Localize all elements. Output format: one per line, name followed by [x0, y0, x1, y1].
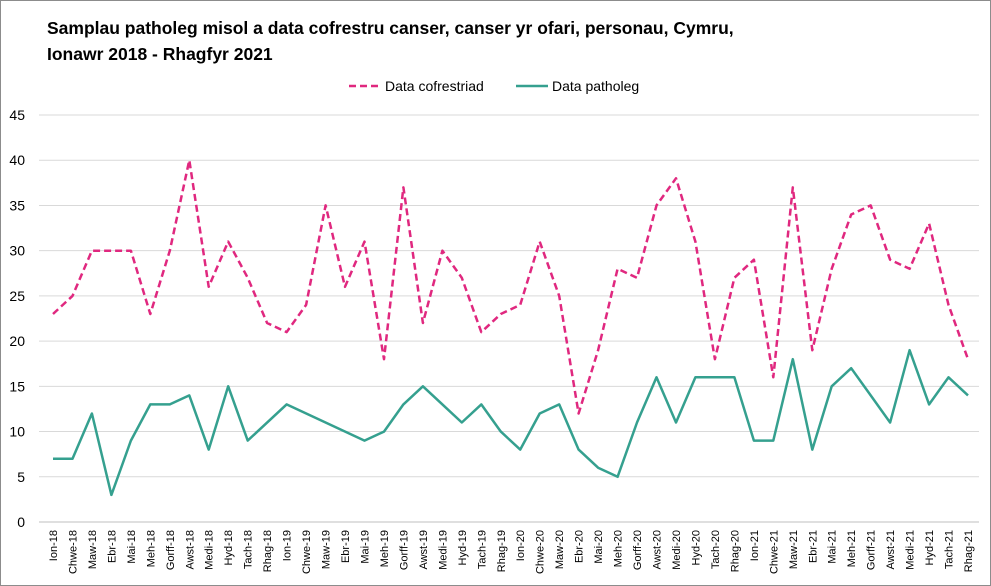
y-tick-label: 0: [17, 514, 25, 530]
x-tick-label: Hyd-21: [924, 530, 936, 565]
x-tick-label: Ion-21: [749, 530, 761, 561]
x-tick-label: Medi-20: [671, 530, 683, 570]
y-tick-label: 25: [9, 288, 25, 304]
series-line-data-patholeg: [53, 348, 969, 497]
x-tick-label: Chwe-20: [535, 530, 547, 574]
x-tick-label: Mai-18: [126, 530, 138, 564]
chart-title-line-2: Ionawr 2018 - Rhagfyr 2021: [47, 44, 273, 64]
series-line-data-cofrestriad: [52, 158, 970, 415]
x-tick-label: Rhag-18: [262, 530, 274, 572]
x-tick-label: Tach-18: [243, 530, 255, 569]
x-tick-label: Rhag-19: [496, 530, 508, 572]
x-tick-label: Awst-18: [184, 530, 196, 570]
x-tick-label: Meh-21: [846, 530, 858, 567]
y-tick-label: 5: [17, 469, 25, 485]
x-tick-label: Tach-19: [476, 530, 488, 569]
x-tick-label: Meh-19: [379, 530, 391, 567]
x-tick-label: Ion-19: [282, 530, 294, 561]
x-tick-label: Rhag-20: [729, 530, 741, 572]
y-tick-label: 30: [9, 243, 25, 259]
x-tick-label: Gorff-19: [398, 530, 410, 570]
x-tick-label: Ion-18: [48, 530, 60, 561]
x-tick-label: Maw-18: [87, 530, 99, 569]
x-tick-label: Hyd-18: [223, 530, 235, 565]
x-tick-label: Hyd-20: [690, 530, 702, 565]
x-tick-label: Awst-19: [418, 530, 430, 570]
x-tick-label: Mai-21: [827, 530, 839, 564]
x-tick-label: Rhag-21: [963, 530, 975, 572]
x-tick-label: Ebr-18: [106, 530, 118, 563]
x-tick-label: Ion-20: [515, 530, 527, 561]
x-tick-label: Gorff-20: [632, 530, 644, 570]
x-tick-label: Mai-19: [359, 530, 371, 564]
x-tick-label: Tach-21: [944, 530, 956, 569]
y-tick-label: 35: [9, 197, 25, 213]
chart-title: Samplau patholeg misol a data cofrestru …: [47, 15, 947, 67]
x-tick-label: Meh-20: [613, 530, 625, 567]
x-tick-label: Tach-20: [710, 530, 722, 569]
x-tick-label: Awst-20: [652, 530, 664, 570]
x-tick-label: Medi-19: [437, 530, 449, 570]
chart-title-line-1: Samplau patholeg misol a data cofrestru …: [47, 18, 734, 38]
x-tick-label: Maw-21: [788, 530, 800, 569]
y-tick-label: 15: [9, 378, 25, 394]
x-tick-label: Ebr-19: [340, 530, 352, 563]
y-tick-label: 45: [9, 107, 25, 123]
legend-label: Data cofrestriad: [385, 78, 484, 94]
x-tick-label: Gorff-21: [866, 530, 878, 570]
x-tick-label: Chwe-19: [301, 530, 313, 574]
y-tick-label: 20: [9, 333, 25, 349]
x-tick-label: Mai-20: [593, 530, 605, 564]
x-tick-label: Maw-19: [321, 530, 333, 569]
y-tick-label: 10: [9, 424, 25, 440]
x-tick-label: Chwe-21: [768, 530, 780, 574]
x-tick-label: Gorff-18: [165, 530, 177, 570]
x-tick-label: Chwe-18: [67, 530, 79, 574]
legend-label: Data patholeg: [552, 78, 639, 94]
x-tick-label: Maw-20: [554, 530, 566, 569]
y-tick-label: 40: [9, 152, 25, 168]
x-tick-label: Hyd-19: [457, 530, 469, 565]
x-tick-label: Ebr-20: [574, 530, 586, 563]
x-tick-label: Meh-18: [145, 530, 157, 567]
x-tick-label: Ebr-21: [807, 530, 819, 563]
x-tick-label: Medi-21: [905, 530, 917, 570]
x-tick-label: Awst-21: [885, 530, 897, 570]
x-tick-label: Medi-18: [204, 530, 216, 570]
